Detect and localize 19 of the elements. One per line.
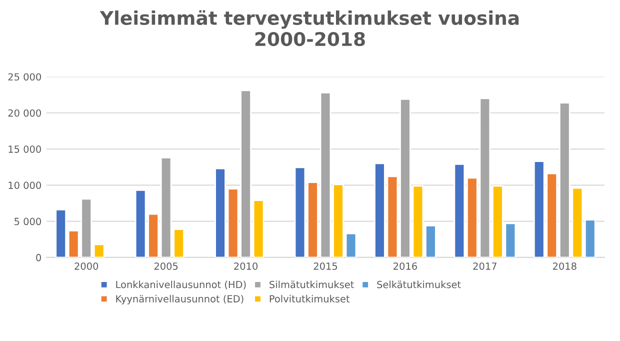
- legend-label: Lonkkanivellausunnot (HD): [116, 280, 246, 290]
- legend-label: Silmätutkimukset: [270, 280, 354, 288]
- y-tick-label: 20 000: [8, 109, 41, 117]
- y-tick-label: 5 000: [14, 218, 41, 226]
- legend-label: Kyynärnivellausunnot (ED): [116, 294, 244, 304]
- legend-label: Polvitutkimukset: [270, 294, 350, 302]
- y-tick-label: 10 000: [8, 182, 41, 189]
- x-tick-label: 2000: [74, 262, 98, 270]
- x-tick-label: 2015: [314, 262, 338, 270]
- x-tick-label: 2017: [473, 262, 496, 270]
- x-tick-label: 2005: [154, 262, 178, 270]
- x-tick-label: 2018: [552, 262, 576, 270]
- chart-title: Yleisimmät terveystutkimukset vuosina 2000-2018: [100, 10, 519, 46]
- x-tick-label: 2010: [234, 262, 258, 270]
- y-tick-label: 25 000: [8, 73, 41, 81]
- x-tick-label: 2016: [394, 262, 417, 270]
- y-tick-label: 0: [36, 254, 41, 262]
- y-tick-label: 15 000: [8, 145, 41, 153]
- legend-label: Selkätutkimukset: [377, 280, 461, 288]
